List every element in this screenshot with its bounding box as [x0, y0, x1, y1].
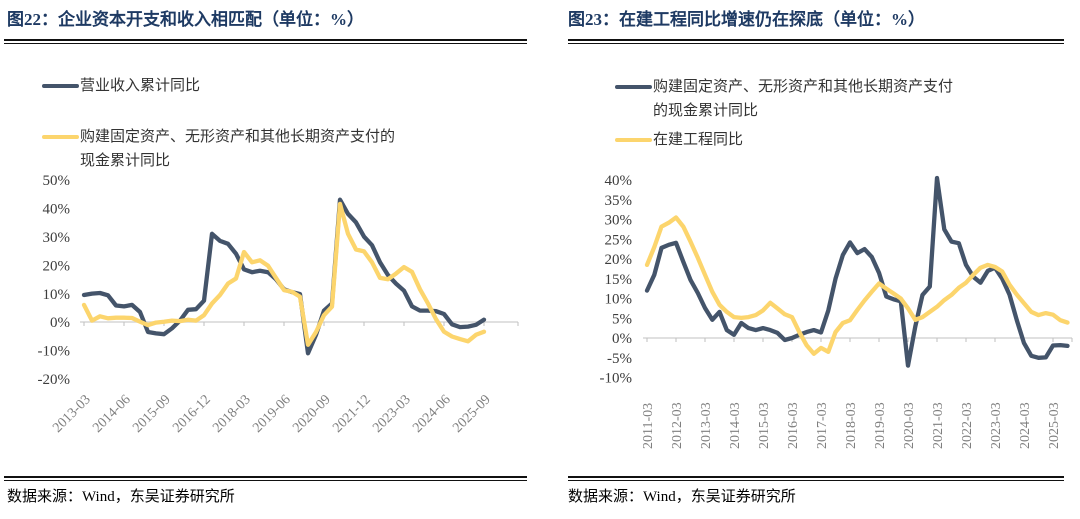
y-axis-label: 30% — [605, 213, 633, 229]
y-axis-label: 20% — [43, 258, 71, 274]
figure-23: 图23：在建工程同比增速仍在探底（单位：%） 购建固定资产、无形资产和其他长期资… — [540, 0, 1080, 519]
y-axis-label: -20% — [38, 372, 71, 388]
y-axis-label: -10% — [600, 371, 633, 387]
x-axis-label: 2015-03 — [757, 402, 772, 449]
y-axis-label: -10% — [38, 344, 71, 360]
x-axis-label: 2023-03 — [370, 392, 414, 436]
y-axis-label: 5% — [612, 311, 632, 327]
y-axis-label: 40% — [605, 173, 633, 189]
x-axis-label: 2025-03 — [1047, 402, 1062, 449]
legend-label: 营业收入累计同比 — [80, 78, 201, 94]
figure-23-title-rule — [568, 39, 1064, 44]
figure-22-title: 图22：企业资本开支和收入相匹配（单位：%） — [7, 10, 364, 29]
x-axis-label: 2020-03 — [902, 402, 917, 449]
figure-22-title-rule — [4, 39, 527, 44]
line-series-secondary — [81, 201, 487, 347]
x-axis-label: 2012-03 — [670, 402, 685, 449]
x-axis-label: 2016-03 — [786, 402, 801, 449]
x-axis-label: 2014-06 — [90, 392, 134, 436]
x-axis-label: 2021-12 — [330, 392, 374, 436]
x-axis-label: 2015-09 — [130, 392, 174, 436]
x-axis-label: 2014-03 — [728, 402, 743, 449]
x-axis-label: 2016-12 — [170, 392, 214, 436]
y-axis-label: 20% — [605, 252, 633, 268]
figure-23-title: 图23：在建工程同比增速仍在探底（单位：%） — [568, 10, 925, 29]
y-axis-label: 40% — [43, 201, 71, 217]
legend-label: 购建固定资产、无形资产和其他长期资产支付的现金累计同比 — [653, 79, 954, 119]
x-axis-label: 2025-09 — [450, 392, 494, 436]
y-axis-label: -5% — [607, 351, 632, 367]
legend-item: 购建固定资产、无形资产和其他长期资产支付的现金累计同比 — [42, 125, 395, 173]
x-axis-label: 2013-03 — [50, 392, 94, 436]
x-axis-label: 2020-09 — [290, 392, 334, 436]
line-series-primary — [644, 175, 1070, 368]
y-axis-label: 50% — [43, 173, 71, 189]
x-axis-label: 2013-03 — [699, 402, 714, 449]
legend-swatch — [615, 85, 652, 89]
figure-22-data-source: 数据来源：Wind，东吴证券研究所 — [7, 489, 235, 505]
y-axis-label: 10% — [605, 292, 633, 308]
legend-item: 购建固定资产、无形资产和其他长期资产支付的现金累计同比 — [615, 75, 953, 123]
legend-swatch — [42, 135, 79, 139]
x-axis-label: 2019-06 — [250, 392, 294, 436]
x-axis-label: 2018-03 — [844, 402, 859, 449]
y-axis-label: 15% — [605, 272, 633, 288]
figure-23-source-rule — [568, 476, 1064, 481]
figure-23-chart-canvas: 40% 35% 30% 25% 20% 15% 10% 5% 0% -5% -10% 2011-03 2… — [600, 173, 1073, 449]
x-axis-label: 2019-03 — [873, 402, 888, 449]
figure-23-legend: 购建固定资产、无形资产和其他长期资产支付 的现金累计同比在建工程同比 — [615, 75, 953, 152]
x-axis-label: 2023-03 — [989, 402, 1004, 449]
y-axis-label: 10% — [43, 287, 71, 303]
x-axis-label: 2021-03 — [931, 402, 946, 449]
figure-22-legend: 营业收入累计同比购建固定资产、无形资产和其他长期资产支付的 现金累计同比 — [42, 74, 395, 173]
figure-23-data-source: 数据来源：Wind，东吴证券研究所 — [568, 489, 796, 505]
legend-label: 购建固定资产、无形资产和其他长期资产支付的现金累计同比 — [80, 129, 396, 169]
x-axis-label: 2024-06 — [410, 392, 454, 436]
legend-label: 在建工程同比 — [653, 132, 744, 148]
x-axis-label: 2018-03 — [210, 392, 254, 436]
y-axis-label: 35% — [605, 193, 633, 209]
legend-item: 在建工程同比 — [615, 128, 953, 152]
line-series-secondary — [644, 215, 1070, 356]
line-series-primary — [81, 197, 487, 356]
figure-22-chart-canvas: 50%40%30%20%10%0%-10%-20%2013-032014-062… — [38, 173, 519, 436]
legend-swatch — [615, 138, 652, 142]
y-axis-label: 0% — [612, 331, 632, 347]
y-axis-label: 25% — [605, 232, 633, 248]
x-axis-label: 2011-03 — [641, 403, 656, 449]
x-axis-label: 2024-03 — [1018, 402, 1033, 449]
y-axis-label: 30% — [43, 230, 71, 246]
legend-swatch — [42, 84, 79, 88]
figure-22: 图22：企业资本开支和收入相匹配（单位：%） 营业收入累计同比购建固定资产、无形… — [4, 10, 527, 505]
x-axis-label: 2017-03 — [815, 402, 830, 449]
y-axis-label: 0% — [50, 315, 70, 331]
legend-item: 营业收入累计同比 — [42, 74, 395, 98]
figure-22-source-rule — [4, 476, 527, 481]
x-axis-label: 2022-03 — [960, 402, 975, 449]
